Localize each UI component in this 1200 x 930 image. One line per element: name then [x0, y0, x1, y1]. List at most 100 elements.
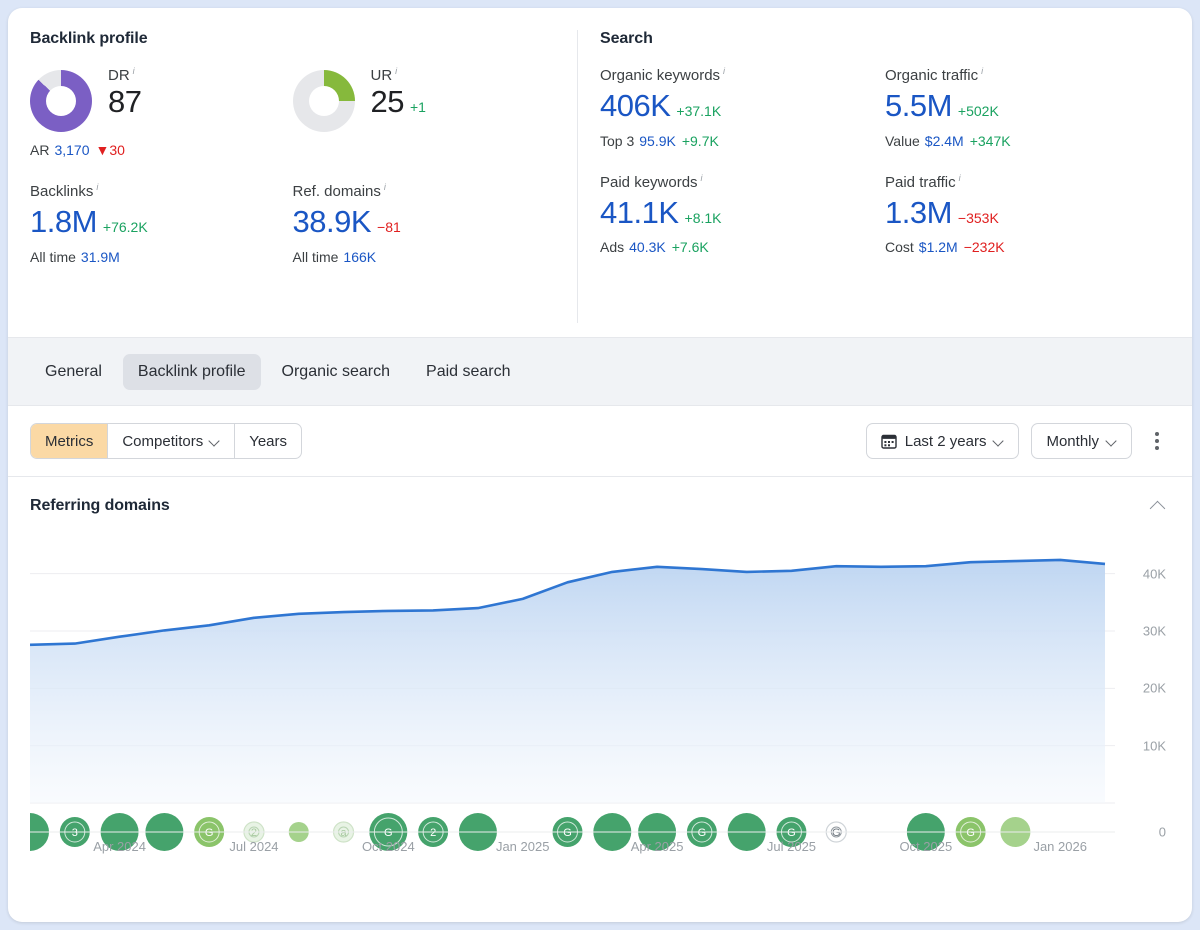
svg-text:G: G: [384, 827, 393, 839]
kebab-menu-icon[interactable]: [1144, 424, 1170, 458]
paid-traffic-label: Paid traffic i: [885, 172, 961, 191]
metric-ref-domains: Ref. domains i 38.9K −81 All time 166K: [293, 182, 556, 265]
info-icon[interactable]: i: [958, 172, 961, 183]
svg-text:G: G: [832, 827, 841, 839]
metric-backlinks: Backlinks i 1.8M +76.2K All time 31.9M: [30, 182, 293, 265]
x-axis-tick: Oct 2024: [361, 839, 415, 854]
search-title: Search: [600, 30, 653, 47]
info-icon[interactable]: i: [383, 182, 386, 192]
x-axis-tick: Jul 2024: [229, 839, 279, 854]
segment-competitors[interactable]: Competitors: [108, 424, 236, 458]
tab-general[interactable]: General: [30, 354, 117, 390]
ar-delta: ▼30: [95, 142, 125, 158]
metric-dr: DR i 87 AR 3,170 ▼30: [30, 66, 293, 158]
organic-keywords-top3: Top 3 95.9K +9.7K: [600, 132, 719, 149]
granularity-selector[interactable]: Monthly: [1031, 423, 1132, 459]
backlinks-delta: +76.2K: [102, 219, 148, 235]
svg-text:2: 2: [430, 827, 436, 839]
x-axis-tick: Apr 2024: [93, 839, 146, 854]
ur-value: 25: [370, 84, 405, 119]
tab-label: Backlink profile: [137, 362, 246, 380]
backlink-profile-title: Backlink profile: [30, 30, 148, 47]
svg-text:a: a: [340, 827, 347, 839]
date-range-selector[interactable]: Last 2 years: [865, 423, 1020, 459]
backlinks-label: Backlinks i: [30, 182, 99, 200]
ar-label: AR: [30, 142, 50, 158]
y-axis-tick: 10K: [1142, 738, 1166, 754]
svg-text:G: G: [698, 827, 707, 839]
chevron-up-icon[interactable]: [1148, 495, 1170, 517]
svg-text:G: G: [787, 827, 796, 839]
report-tabs: General Backlink profile Organic search Pai…: [8, 338, 1192, 406]
x-axis-tick: Jul 2025: [766, 839, 817, 854]
segment-years[interactable]: Years: [249, 432, 288, 450]
ur-delta: +1: [409, 99, 426, 115]
metric-organic-keywords: Organic keywords i 406K +37.1K Top 3 95.9K…: [600, 66, 885, 149]
info-icon[interactable]: i: [395, 66, 398, 76]
y-axis-tick: 0: [1158, 824, 1166, 840]
tab-backlink-profile[interactable]: Backlink profile: [122, 353, 261, 390]
metric-paid-traffic: Paid traffic i 1.3M −353K Cost $1.2M −232K: [885, 173, 1170, 256]
svg-text:3: 3: [72, 827, 78, 839]
chevron-down-icon: [994, 436, 1004, 446]
backlinks-alltime: All time 31.9M: [30, 248, 120, 265]
x-axis-tick: Oct 2025: [899, 839, 953, 854]
info-icon[interactable]: i: [96, 182, 99, 192]
referring-domains-chart-block: Referring domains 3 G 2 a G 2 G G G G G 0 10K 20K 30K…: [8, 476, 1192, 865]
y-axis-tick: 30K: [1142, 623, 1166, 639]
paid-keywords-delta: +8.1K: [684, 209, 722, 226]
overview-panel: Backlink profile DR i 87: [8, 8, 1192, 338]
info-icon[interactable]: i: [700, 172, 703, 183]
organic-traffic-label: Organic traffic i: [885, 66, 984, 84]
organic-keywords-label: Organic keywords i: [600, 66, 726, 84]
site-explorer-card: Backlink profile DR i 87: [8, 8, 1192, 922]
tab-paid-search[interactable]: Paid search: [411, 354, 526, 390]
paid-traffic-delta: −353K: [957, 209, 999, 226]
info-icon[interactable]: i: [723, 66, 726, 76]
organic-keywords-value[interactable]: 406K: [600, 88, 671, 123]
chart-toolbar: Metrics Competitors Years: [8, 406, 1192, 476]
backlinks-value[interactable]: 1.8M: [30, 204, 97, 239]
info-icon[interactable]: i: [132, 66, 135, 76]
organic-traffic-value[interactable]: 5.5M: [885, 88, 952, 123]
area-chart-svg[interactable]: 3 G 2 a G 2 G G G G G: [30, 535, 1170, 865]
paid-traffic-cost: Cost $1.2M −232K: [885, 239, 1005, 256]
ar-value: 3,170: [54, 142, 90, 158]
calendar-icon: [881, 434, 897, 449]
metric-ur: UR i 25 +1: [292, 66, 556, 158]
chart-title: Referring domains: [30, 497, 170, 514]
organic-keywords-delta: +37.1K: [676, 103, 722, 119]
chevron-down-icon: [1107, 436, 1117, 446]
ur-label: UR i: [370, 66, 398, 84]
tab-organic-search[interactable]: Organic search: [267, 354, 406, 390]
granularity-label: Monthly: [1046, 432, 1099, 450]
paid-keywords-label: Paid keywords i: [600, 172, 703, 191]
ref-domains-value[interactable]: 38.9K: [292, 204, 372, 239]
dr-label: DR i: [108, 66, 135, 84]
svg-text:G: G: [205, 827, 214, 839]
tab-label: Organic search: [281, 362, 391, 380]
ur-donut-gauge: [292, 70, 355, 132]
metric-paid-keywords: Paid keywords i 41.1K +8.1K Ads 40.3K +7.6K: [600, 173, 885, 256]
y-axis-tick: 20K: [1142, 680, 1166, 696]
svg-text:G: G: [563, 827, 572, 839]
date-range-label: Last 2 years: [904, 432, 987, 450]
chart-plot-area: 3 G 2 a G 2 G G G G G 0 10K 20K 30K 40K Apr 2024 Jul 20…: [30, 535, 1170, 865]
search-section: Search Organic keywords i 406K +37.1K Top…: [578, 30, 1192, 323]
paid-traffic-value[interactable]: 1.3M: [885, 194, 952, 230]
tab-label: General: [45, 362, 102, 380]
paid-keywords-value[interactable]: 41.1K: [600, 194, 679, 230]
svg-text:2: 2: [251, 827, 257, 839]
dr-donut-gauge: [30, 70, 92, 132]
svg-text:G: G: [966, 827, 975, 839]
paid-keywords-ads: Ads 40.3K +7.6K: [600, 239, 709, 256]
info-icon[interactable]: i: [981, 66, 984, 76]
y-axis-tick: 40K: [1142, 566, 1166, 582]
backlink-profile-section: Backlink profile DR i 87: [8, 30, 578, 323]
x-axis-tick: Jan 2025: [495, 839, 550, 854]
tab-label: Paid search: [426, 362, 511, 380]
ar-row: AR 3,170 ▼30: [30, 142, 293, 158]
chevron-down-icon: [210, 436, 220, 446]
segment-metrics[interactable]: Metrics: [31, 424, 109, 458]
